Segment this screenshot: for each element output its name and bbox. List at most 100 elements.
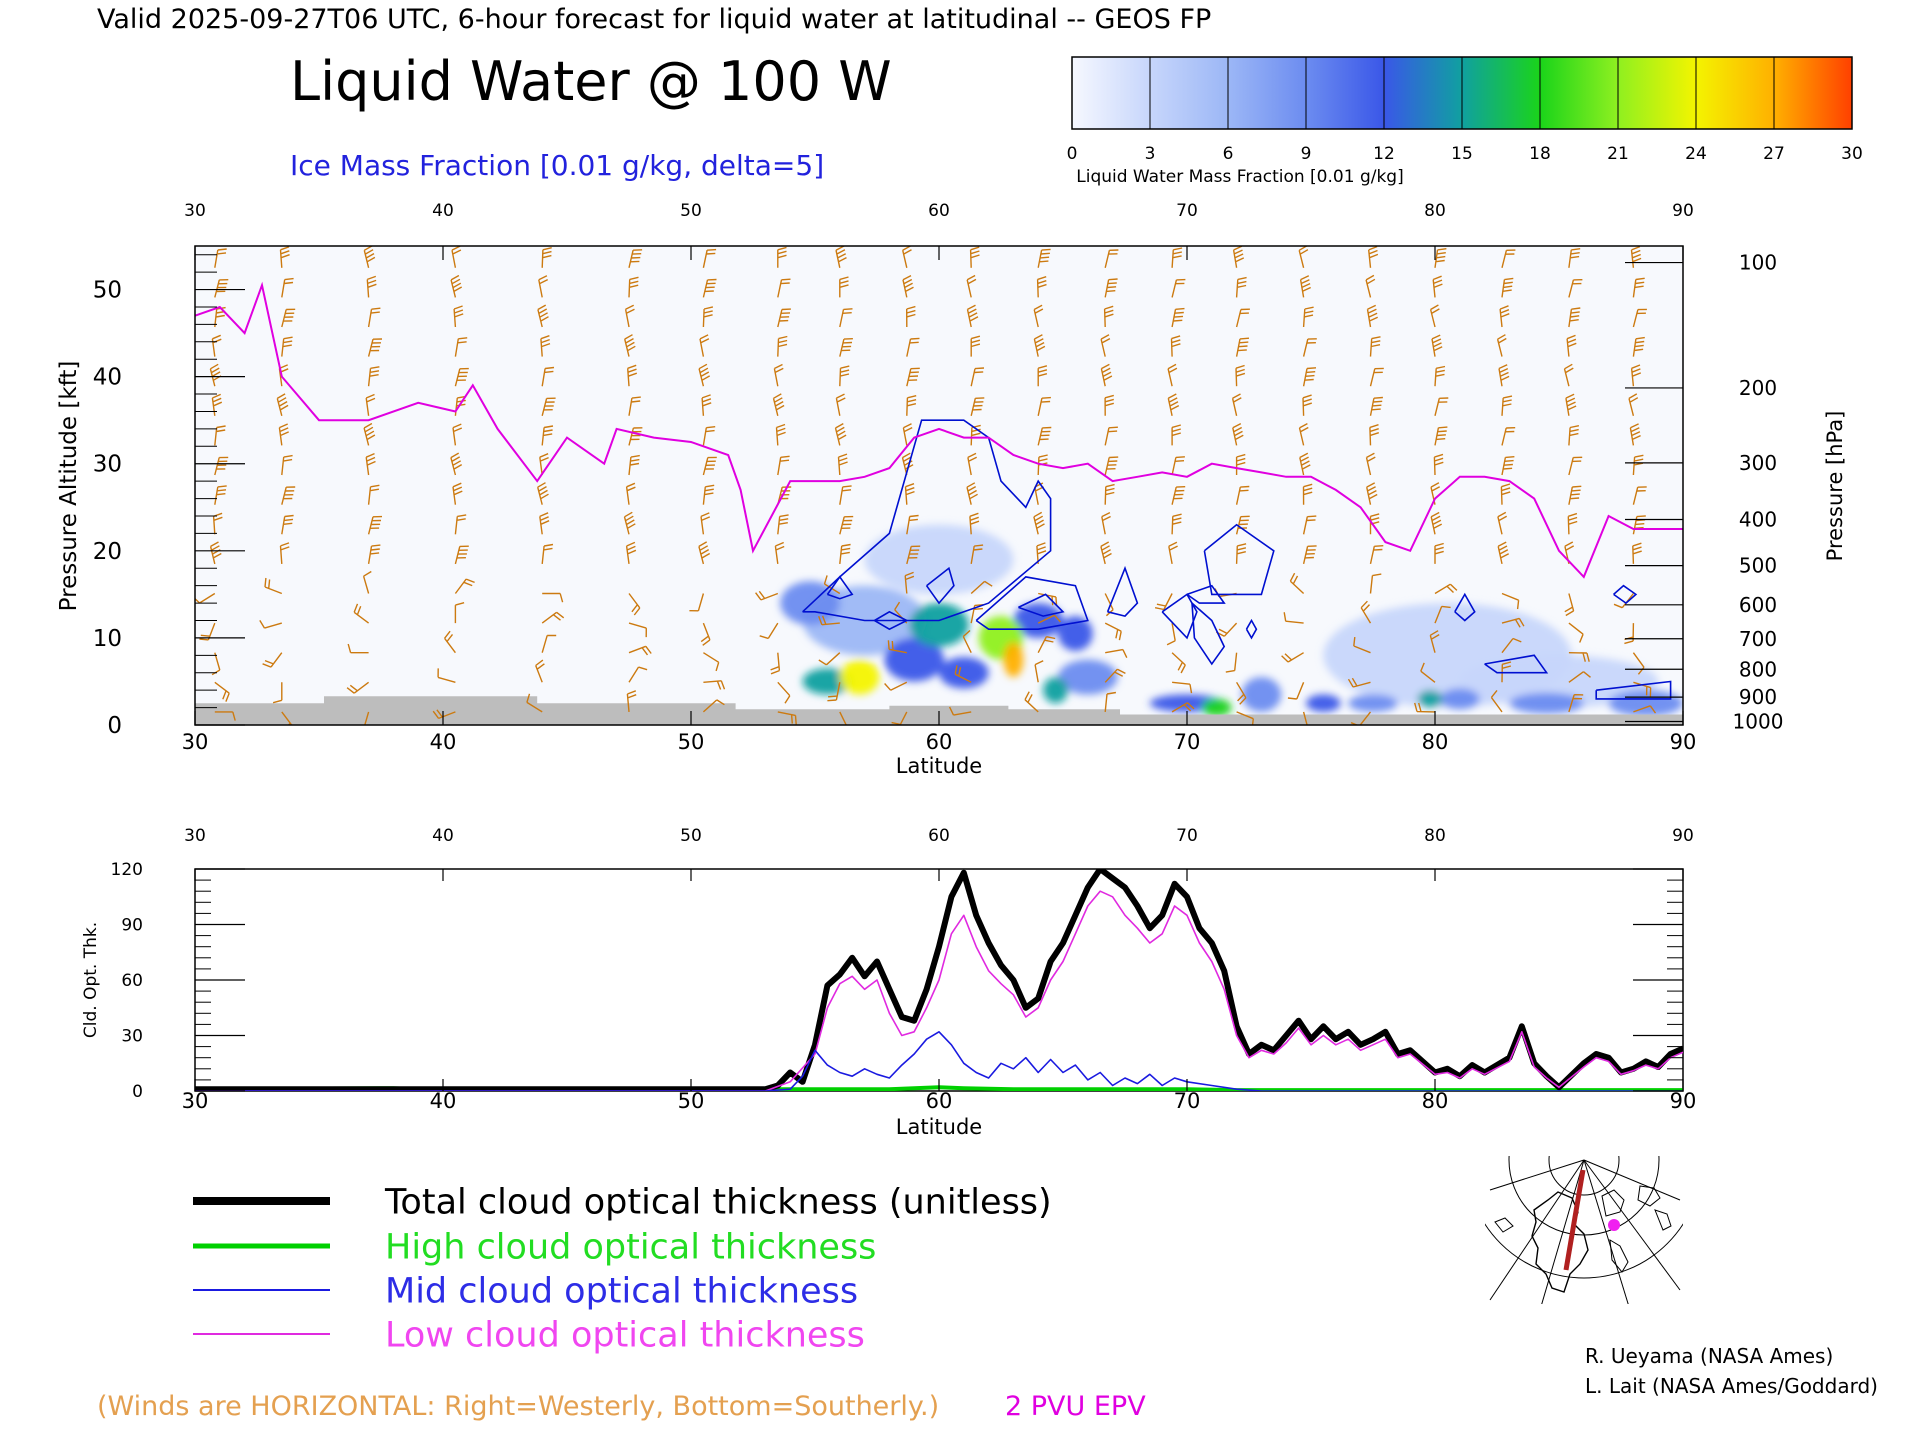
wind-barb	[818, 615, 840, 626]
wind-barb	[1434, 583, 1458, 595]
wind-barb	[1429, 304, 1440, 328]
wind-barb	[281, 336, 293, 357]
optical-thickness-panel: 30 30 40 40 50 50 60 60 70 70 80 80 90 90 0 30 60 90 120 L…	[81, 826, 1696, 1139]
wind-barb	[698, 541, 711, 565]
wind-barb	[1632, 336, 1645, 357]
bottom-x-tick-label: 30	[182, 730, 209, 754]
wind-barb	[366, 275, 377, 298]
wind-barb	[353, 603, 370, 624]
wind-barb	[1565, 393, 1577, 416]
wind-barb	[628, 645, 652, 656]
pressure-tick-label: 600	[1739, 593, 1777, 617]
wind-barb	[1037, 426, 1052, 446]
ice-contour	[826, 575, 854, 600]
pressure-tick-label: 900	[1739, 685, 1777, 709]
wind-barb	[1299, 275, 1311, 298]
liquid-water-blob	[884, 637, 944, 682]
wind-barb	[1104, 668, 1126, 683]
bottom-x-tick-label: 60	[926, 1089, 953, 1113]
wind-barb	[628, 396, 641, 416]
wind-barb	[262, 652, 283, 668]
top-x-tick-label: 80	[1424, 201, 1446, 221]
wind-barb	[1501, 592, 1520, 610]
wind-barb	[1632, 652, 1645, 675]
wind-barb	[537, 482, 549, 505]
wind-barb	[211, 393, 223, 416]
colorbar-tick-label: 21	[1607, 144, 1629, 164]
wind-barb	[887, 640, 907, 654]
wind-barb	[1366, 304, 1378, 328]
wind-barb	[367, 515, 383, 535]
wind-barb	[1500, 483, 1511, 505]
wind-barb	[259, 620, 282, 629]
colorbar-tick-label: 3	[1145, 144, 1156, 164]
wind-barb	[1171, 307, 1185, 328]
wind-barb	[1496, 334, 1507, 357]
wind-barb	[1235, 308, 1250, 328]
wind-barb	[1302, 306, 1314, 328]
wind-barb	[1225, 652, 1238, 673]
wind-barb	[702, 426, 716, 446]
top-x-tick-label: 50	[680, 826, 702, 846]
y-tick-label: 50	[93, 278, 122, 304]
wind-barb	[1431, 334, 1443, 357]
y-tick-label: 20	[93, 539, 122, 565]
wind-barb	[1104, 394, 1114, 416]
colorbar: 0 3 6 9 12 15 18 21 24 27 30	[1067, 56, 1863, 164]
wind-barb	[214, 456, 229, 476]
liquid-water-blob	[839, 659, 880, 695]
wind-barb	[541, 425, 554, 446]
bottom-x-axis-label: Latitude	[896, 1115, 982, 1139]
wind-barb	[902, 423, 913, 446]
wind-barb	[1034, 660, 1044, 683]
pressure-tick-label: 1000	[1733, 710, 1784, 734]
ice-contour	[1203, 523, 1275, 596]
liquid-water-blob	[1459, 655, 1659, 708]
wind-barb	[1632, 515, 1646, 535]
wind-barb	[1298, 422, 1309, 446]
wind-barb	[1037, 454, 1048, 476]
wind-barb	[1236, 711, 1254, 725]
cross-section-axes: 3030404050506060707080809090010203040501…	[93, 201, 1784, 754]
wind-barb	[1632, 486, 1647, 505]
wind-barb	[537, 304, 549, 328]
wind-barb	[1104, 622, 1122, 641]
epv-label: 2 PVU EPV	[1005, 1391, 1146, 1422]
wind-barb	[628, 276, 639, 298]
wind-barb	[538, 275, 549, 298]
wind-barb	[839, 485, 852, 505]
wind-barb	[1171, 278, 1186, 298]
liquid-water-blob	[1058, 659, 1118, 695]
wind-barb	[454, 514, 467, 535]
wind-barb	[1104, 456, 1119, 476]
top-x-axis-label: Latitude	[896, 754, 982, 778]
wind-barb	[1568, 456, 1583, 476]
wind-barb	[1036, 542, 1047, 564]
top-right-axis-label: Pressure [hPa]	[1823, 411, 1847, 562]
wind-barb	[1568, 248, 1581, 268]
ice-contour	[1161, 593, 1198, 640]
wind-barb	[1434, 605, 1451, 624]
wind-barb	[702, 484, 715, 505]
wind-barb	[969, 246, 980, 268]
wind-barb	[777, 514, 789, 535]
liquid-water-field	[780, 524, 1683, 717]
wind-barb	[452, 423, 463, 446]
legend: Total cloud optical thickness (unitless)…	[193, 1182, 1052, 1355]
wind-barb	[948, 706, 972, 716]
wind-barb	[214, 248, 227, 268]
pressure-tick-label: 300	[1739, 451, 1777, 475]
wind-barb	[1232, 422, 1244, 446]
wind-barb	[1568, 307, 1581, 328]
wind-barb	[970, 335, 981, 357]
wind-barb	[835, 246, 847, 268]
wind-barb	[1100, 541, 1112, 565]
wind-barb	[281, 486, 296, 505]
wind-barb	[1100, 334, 1111, 357]
wind-barb	[1429, 630, 1440, 653]
wind-barb	[1633, 705, 1657, 714]
wind-barb	[535, 659, 545, 683]
pressure-tick-label: 400	[1739, 507, 1777, 531]
wind-barb	[278, 423, 289, 446]
wind-barb	[541, 366, 555, 387]
